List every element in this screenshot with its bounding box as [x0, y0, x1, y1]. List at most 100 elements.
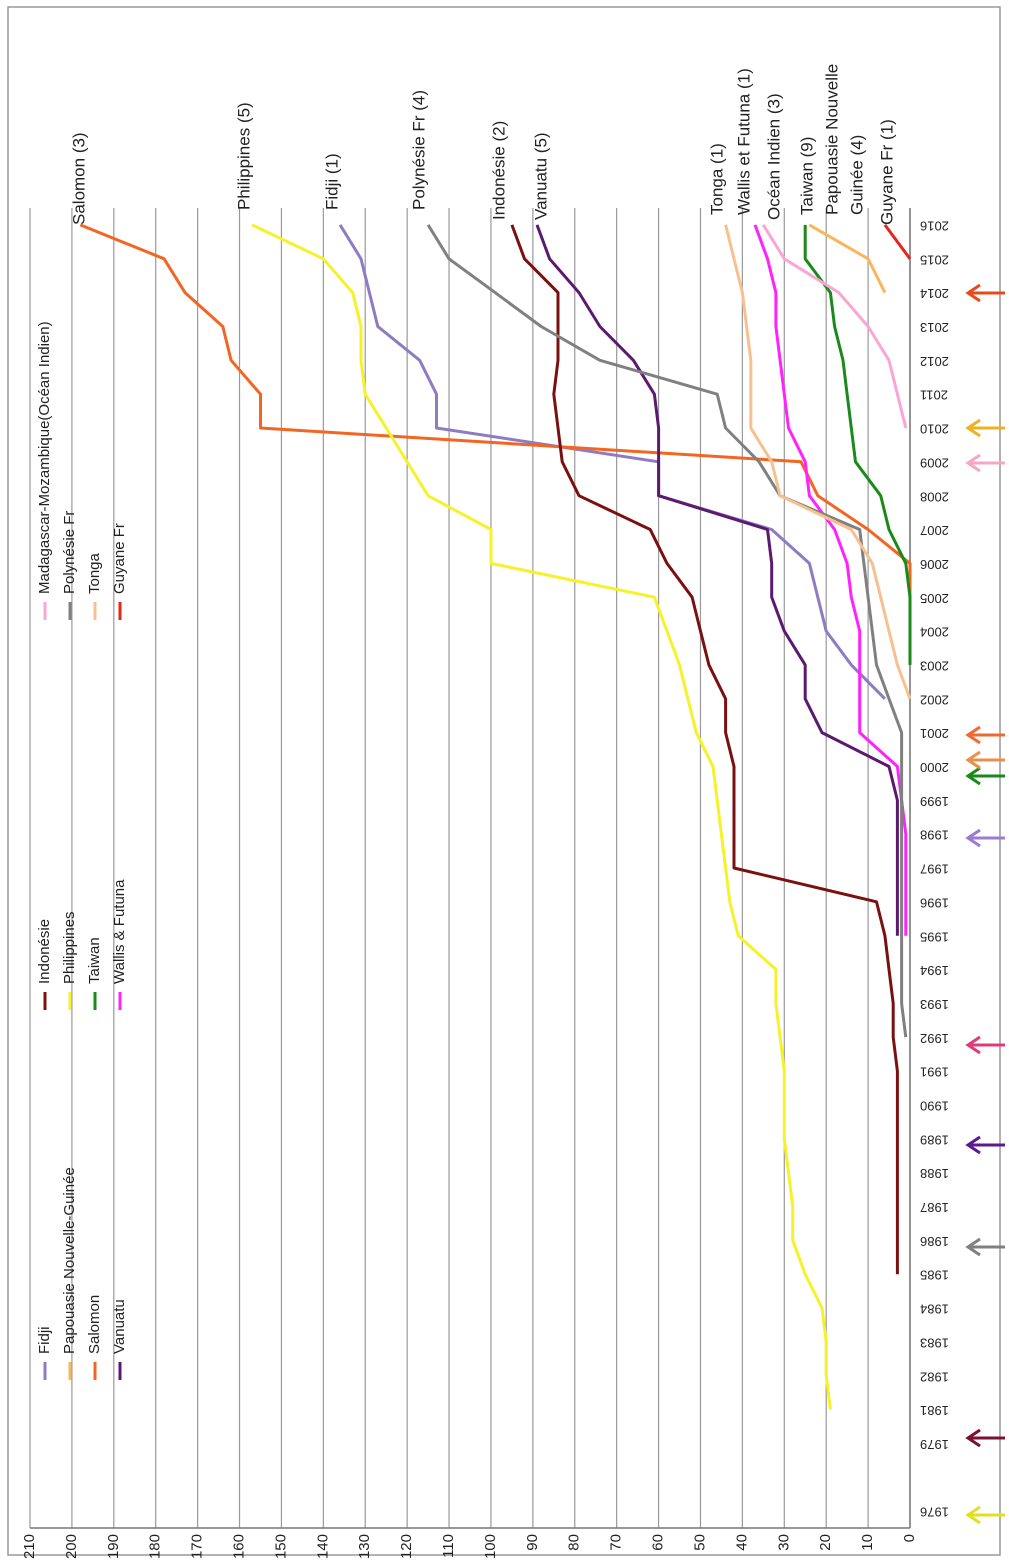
- y-tick-label: 120: [398, 1534, 415, 1559]
- x-tick-label: 1988: [920, 1166, 949, 1181]
- arrow: [965, 828, 1005, 848]
- x-tick-label: 2002: [920, 692, 949, 707]
- arrow: [965, 283, 1005, 303]
- x-tick-label: 2003: [920, 658, 949, 673]
- series-line: [338, 224, 886, 700]
- legend-label: Indonésie: [36, 919, 53, 984]
- legend-label: Fidji: [36, 1326, 53, 1354]
- x-tick-label: 2004: [920, 625, 949, 640]
- x-tick-label: 2016: [920, 218, 949, 233]
- annotation: Papouasie Nouvelle: [822, 64, 841, 215]
- legend-label: Taiwan: [86, 937, 103, 984]
- x-tick-label: 1976: [920, 1505, 949, 1520]
- y-tick-label: 150: [272, 1534, 289, 1559]
- annotation: Salomon (3): [69, 132, 88, 225]
- x-tick-label: 1995: [920, 929, 949, 944]
- annotation: Fidji (1): [322, 153, 341, 210]
- x-tick-label: 1994: [920, 963, 949, 978]
- chart-frame: [7, 6, 1001, 1556]
- x-tick-label: 1986: [920, 1234, 949, 1249]
- annotation: Vanuatu (5): [531, 132, 550, 220]
- legend-label: Tonga: [86, 552, 103, 594]
- x-tick-label: 1993: [920, 997, 949, 1012]
- x-tick-label: 1991: [920, 1065, 949, 1080]
- annotation: Tonga (1): [707, 143, 726, 215]
- series-line: [251, 223, 832, 1410]
- series-line: [753, 224, 908, 936]
- series-line: [808, 223, 887, 294]
- x-tick-label: 1982: [920, 1369, 949, 1384]
- legend-label: Vanuatu: [111, 1299, 128, 1354]
- arrow: [965, 750, 1005, 770]
- x-tick-label: 2008: [920, 489, 949, 504]
- x-tick-label: 1985: [920, 1268, 949, 1283]
- y-tick-label: 190: [105, 1534, 122, 1559]
- y-tick-label: 20: [817, 1534, 834, 1551]
- series-line: [762, 224, 908, 429]
- x-tick-label: 2006: [920, 557, 949, 572]
- x-tick-label: 2005: [920, 591, 949, 606]
- arrow: [965, 1428, 1005, 1448]
- series-line: [535, 224, 899, 936]
- x-tick-label: 1981: [920, 1403, 949, 1418]
- legend-label: Madagascar-Mozambique(Océan Indien): [36, 321, 53, 594]
- arrow: [965, 725, 1005, 745]
- y-tick-label: 10: [859, 1534, 876, 1551]
- y-tick-label: 30: [775, 1534, 792, 1551]
- annotation: Guinée (4): [847, 135, 866, 215]
- annotation: Philippines (5): [234, 102, 253, 210]
- y-tick-label: 180: [147, 1534, 164, 1559]
- rotated-chart: 0 10 20 30 40 50 60 70 80 90 100 110 120 130 140 150 160…: [7, 6, 1001, 1559]
- x-tick-label: 2014: [920, 286, 949, 301]
- x-tick-label: 2013: [920, 320, 949, 335]
- annotation: Taiwan (9): [797, 137, 816, 215]
- legend-label: Papouasie Nouvelle-Guinée: [61, 1167, 78, 1354]
- series-line: [426, 224, 908, 1038]
- y-tick-label: 40: [733, 1534, 750, 1551]
- annotation: Indonésie (2): [489, 121, 508, 220]
- series-line: [724, 224, 912, 700]
- y-tick-label: 0: [901, 1534, 918, 1542]
- x-tick-label: 1998: [920, 828, 949, 843]
- x-tick-label: 1997: [920, 862, 949, 877]
- year-arrows: [965, 283, 1005, 1525]
- y-tick-label: 70: [608, 1534, 625, 1551]
- arrow: [965, 418, 1005, 438]
- x-tick-label: 1990: [920, 1098, 949, 1113]
- x-tick-label: 2001: [920, 726, 949, 741]
- x-tick-label: 1989: [920, 1132, 949, 1147]
- legend-label: Guyane Fr: [111, 523, 128, 594]
- legend-label: Salomon: [86, 1295, 103, 1354]
- x-tick-label: 2012: [920, 354, 949, 369]
- x-tick-label: 1999: [920, 794, 949, 809]
- x-tick-label: 2015: [920, 252, 949, 267]
- y-tick-label: 130: [356, 1534, 373, 1559]
- arrow: [965, 1505, 1005, 1525]
- x-tick-label: 1992: [920, 1031, 949, 1046]
- y-tick-label: 90: [524, 1534, 541, 1551]
- legend-label: Wallis & Futuna: [111, 879, 128, 984]
- arrow: [965, 1237, 1005, 1257]
- annotation: Guyane Fr (1): [877, 119, 896, 225]
- arrow: [965, 1035, 1005, 1055]
- arrow: [965, 1135, 1005, 1155]
- x-tick-label: 1996: [920, 895, 949, 910]
- x-tick-label: 1987: [920, 1200, 949, 1215]
- arrow: [965, 453, 1005, 473]
- y-tick-label: 110: [440, 1534, 457, 1558]
- annotation: Océan Indien (3): [764, 93, 783, 220]
- series-line: [510, 224, 899, 1275]
- arrow: [965, 766, 1005, 786]
- x-tick-label: 2011: [920, 388, 948, 403]
- x-tick-label: 1983: [920, 1335, 949, 1350]
- x-tick-label: 2010: [920, 422, 949, 437]
- x-tick-label: 2007: [920, 523, 949, 538]
- y-tick-label: 80: [566, 1534, 583, 1551]
- y-tick-label: 170: [189, 1534, 206, 1559]
- annotation: Wallis et Futuna (1): [734, 68, 753, 215]
- legend-label: Philippines: [61, 911, 78, 984]
- y-tick-label: 60: [650, 1534, 667, 1551]
- y-tick-label: 100: [482, 1534, 499, 1559]
- y-tick-label: 200: [63, 1534, 80, 1559]
- x-tick-label: 2009: [920, 455, 949, 470]
